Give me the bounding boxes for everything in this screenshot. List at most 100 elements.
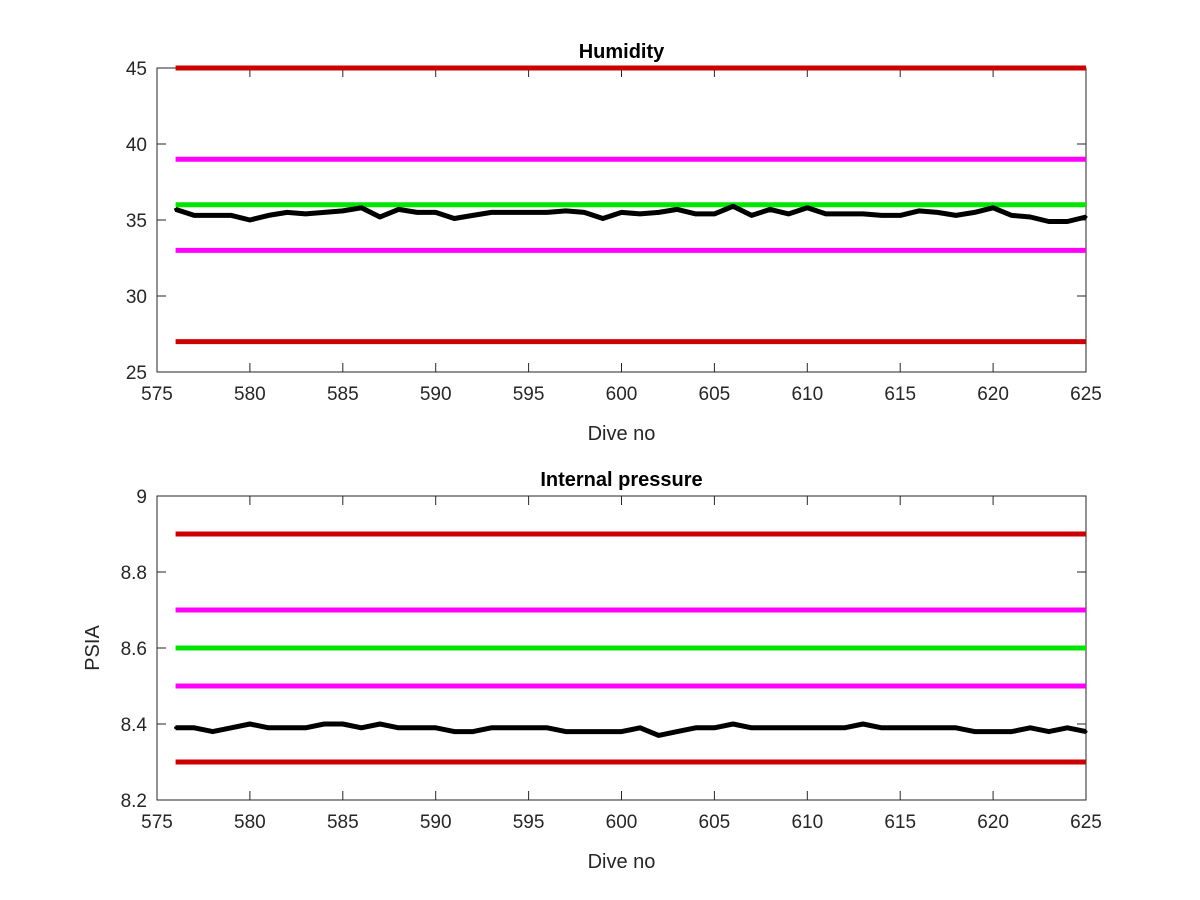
data-point — [991, 206, 995, 210]
data-point — [582, 210, 586, 214]
data-point — [768, 207, 772, 211]
x-tick-label: 625 — [1070, 812, 1102, 833]
data-point — [917, 209, 921, 213]
data-point — [694, 726, 698, 730]
data-point — [359, 206, 363, 210]
data-point — [397, 726, 401, 730]
y-tick-label: 8.6 — [121, 639, 147, 660]
data-point — [415, 210, 419, 214]
data-point — [1065, 726, 1069, 730]
series-line — [174, 203, 1087, 224]
data-point — [174, 207, 178, 211]
data-point — [805, 206, 809, 210]
data-point — [657, 733, 661, 737]
data-point — [731, 204, 735, 208]
x-tick-label: 615 — [884, 812, 916, 833]
y-tick-label: 35 — [126, 211, 147, 232]
data-point — [973, 210, 977, 214]
data-point — [285, 210, 289, 214]
data-point — [527, 726, 531, 730]
x-tick-label: 595 — [513, 812, 545, 833]
data-point — [824, 726, 828, 730]
y-tick-label: 40 — [126, 135, 147, 156]
data-point — [842, 726, 846, 730]
x-tick-label: 585 — [327, 384, 359, 405]
data-point — [1047, 730, 1051, 734]
data-point — [434, 210, 438, 214]
data-point — [489, 210, 493, 214]
data-point — [378, 722, 382, 726]
data-point — [1065, 220, 1069, 224]
data-point — [452, 730, 456, 734]
data-point — [341, 209, 345, 213]
x-axis-label: Dive no — [588, 423, 656, 445]
x-tick-label: 625 — [1070, 384, 1102, 405]
data-point — [211, 730, 215, 734]
data-point — [489, 726, 493, 730]
x-tick-label: 605 — [699, 812, 731, 833]
data-point — [731, 722, 735, 726]
data-point — [322, 722, 326, 726]
data-point — [954, 726, 958, 730]
data-point — [211, 213, 215, 217]
data-point — [991, 730, 995, 734]
data-point — [378, 215, 382, 219]
data-point — [898, 726, 902, 730]
series-line — [175, 721, 1087, 738]
data-point — [527, 210, 531, 214]
data-point — [1084, 730, 1088, 734]
data-point — [954, 213, 958, 217]
data-point — [192, 213, 196, 217]
x-tick-label: 620 — [977, 812, 1009, 833]
data-point — [712, 726, 716, 730]
data-point — [266, 213, 270, 217]
data-point — [861, 212, 865, 216]
x-tick-label: 600 — [606, 384, 638, 405]
x-tick-label: 620 — [977, 384, 1009, 405]
x-tick-label: 605 — [699, 384, 731, 405]
y-tick-label: 25 — [126, 363, 147, 384]
data-point — [880, 213, 884, 217]
data-point — [750, 726, 754, 730]
data-point — [434, 726, 438, 730]
data-point — [322, 210, 326, 214]
humidity-subplot: 575 580 585 590 595 600 605 610 615 620 625 25 30 35 4… — [126, 41, 1102, 445]
chart-title: Humidity — [579, 41, 665, 63]
data-point — [564, 209, 568, 213]
data-point — [545, 210, 549, 214]
data-point — [805, 726, 809, 730]
data-point — [304, 212, 308, 216]
x-tick-label: 615 — [884, 384, 916, 405]
data-point — [842, 212, 846, 216]
data-point — [1028, 726, 1032, 730]
x-tick-label: 610 — [791, 812, 823, 833]
x-tick-label: 610 — [791, 384, 823, 405]
data-point — [341, 722, 345, 726]
x-tick-label: 600 — [606, 812, 638, 833]
data-point — [620, 730, 623, 734]
data-point — [935, 210, 939, 214]
data-point — [229, 726, 233, 730]
data-point — [620, 210, 623, 214]
data-point — [174, 726, 178, 730]
data-point — [415, 726, 419, 730]
data-point — [359, 726, 363, 730]
x-tick-label: 575 — [141, 812, 173, 833]
plot-frame — [156, 67, 1087, 373]
data-point — [787, 726, 791, 730]
x-axis-label: Dive no — [588, 851, 656, 873]
data-point — [657, 210, 661, 214]
y-tick-label: 9 — [136, 487, 147, 508]
data-point — [248, 218, 252, 222]
x-tick-label: 590 — [420, 384, 452, 405]
data-point — [861, 722, 865, 726]
x-tick-label: 580 — [234, 812, 266, 833]
data-point — [768, 726, 772, 730]
data-point — [508, 726, 512, 730]
data-point — [266, 726, 270, 730]
x-tick-label: 585 — [327, 812, 359, 833]
data-point — [1047, 220, 1051, 224]
y-axis-label: PSIA — [82, 625, 104, 671]
data-point — [1010, 730, 1014, 734]
data-point — [508, 210, 512, 214]
